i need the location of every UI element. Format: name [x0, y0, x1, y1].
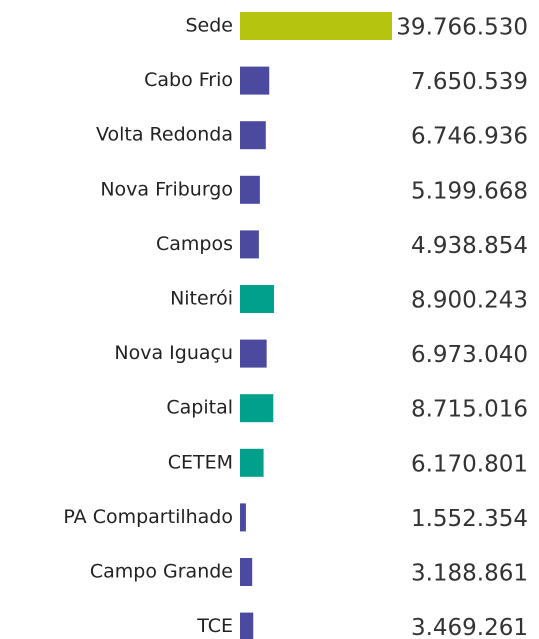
bar [240, 121, 266, 150]
bar [240, 230, 259, 259]
category-label: Sede [186, 15, 234, 37]
category-label: Nova Iguaçu [114, 342, 233, 364]
category-label: Niterói [170, 288, 233, 310]
bar [240, 175, 260, 204]
bar [240, 285, 275, 313]
value-label: 6.170.801 [411, 451, 528, 477]
category-label: TCE [196, 615, 233, 637]
bar [240, 394, 274, 423]
value-label: 6.973.040 [411, 342, 528, 368]
category-label: Nova Friburgo [100, 178, 233, 200]
category-label: Campos [156, 233, 233, 255]
category-label: Campo Grande [90, 561, 233, 583]
value-label: 3.469.261 [411, 615, 528, 639]
value-label: 1.552.354 [411, 506, 528, 532]
category-label: PA Compartilhado [63, 506, 233, 528]
bar [240, 612, 254, 639]
bar [240, 448, 264, 477]
bar [240, 503, 246, 532]
bar [240, 66, 270, 95]
bar [240, 558, 253, 586]
value-label: 3.188.861 [411, 561, 528, 587]
category-label: Capital [166, 397, 233, 419]
bar [240, 339, 267, 368]
value-label: 39.766.530 [396, 15, 528, 41]
bar [240, 12, 392, 40]
category-label: Cabo Frio [144, 69, 233, 91]
value-label: 4.938.854 [411, 233, 528, 259]
value-label: 8.715.016 [411, 397, 528, 423]
value-label: 7.650.539 [411, 69, 528, 95]
value-label: 8.900.243 [411, 288, 528, 314]
category-label: Volta Redonda [96, 124, 233, 146]
value-label: 6.746.936 [411, 124, 528, 150]
category-label: CETEM [168, 451, 233, 473]
value-label: 5.199.668 [411, 178, 528, 204]
